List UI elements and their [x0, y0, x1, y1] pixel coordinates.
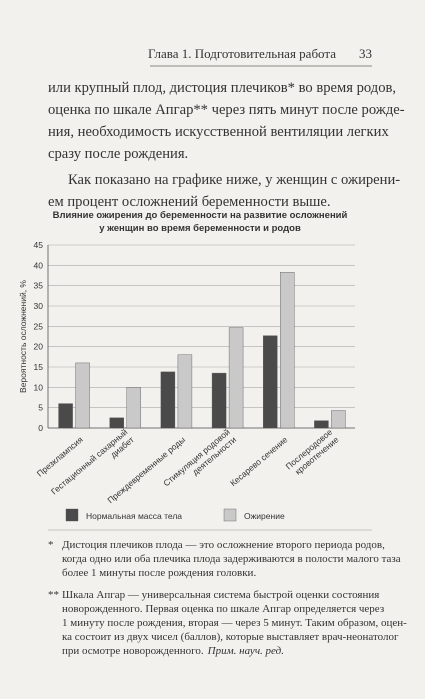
y-tick-label: 25 [34, 321, 44, 331]
y-tick-label: 15 [34, 362, 44, 372]
body-line: оценка по шкале Апгар** через пять минут… [48, 102, 405, 118]
bar [263, 335, 278, 429]
bar [160, 371, 176, 429]
footnote-line: более 1 минуты после рождения головки. [62, 567, 256, 579]
y-tick-label: 45 [34, 240, 44, 250]
footnote-mark: ** [48, 589, 59, 601]
bar [331, 410, 346, 429]
y-tick-label: 35 [34, 281, 44, 291]
footnote-line: 1 минуту после рождения, вторая — через … [62, 617, 407, 629]
bar [280, 272, 295, 429]
bar [126, 387, 141, 429]
y-tick-label: 40 [34, 260, 44, 270]
body-line: Как показано на графике ниже, у женщин с… [68, 172, 400, 188]
legend-label: Нормальная масса тела [86, 511, 182, 521]
y-tick-label: 0 [38, 423, 43, 433]
bar [58, 403, 73, 429]
y-tick-label: 10 [34, 382, 44, 392]
y-tick-label: 20 [34, 342, 44, 352]
chart-title: у женщин во время беременности и родов [99, 223, 301, 234]
bar [109, 417, 124, 429]
footnote-line: при осмотре новорожденного. [62, 645, 204, 657]
footnote-mark: * [48, 539, 54, 551]
legend-swatch [223, 508, 237, 522]
legend-label: Ожирение [244, 511, 285, 521]
footnote-line: новорожденного. Первая оценка по шкале А… [62, 603, 384, 615]
y-tick-label: 30 [34, 301, 44, 311]
y-tick-label: 5 [38, 403, 43, 413]
bar [177, 354, 193, 429]
footnote-line: Дистоция плечиков плода — это осложнение… [62, 539, 385, 551]
y-axis-label: Вероятность осложнений, % [18, 280, 28, 393]
body-line: ния, необходимость искусственной вентиля… [48, 124, 389, 140]
legend-swatch [65, 508, 79, 522]
bar [211, 372, 227, 429]
footnote-line: ка состоит из двух чисел (баллов), котор… [62, 631, 399, 643]
body-line: сразу после рождения. [48, 146, 188, 162]
body-line: ем процент осложнений беременности выше. [48, 194, 331, 210]
bar [75, 362, 90, 429]
footnote-line: когда одно или оба плечика плода задержи… [62, 553, 401, 565]
bar [228, 327, 244, 429]
body-line: или крупный плод, дистоция плечиков* во … [48, 80, 396, 96]
chapter-title: Глава 1. Подготовительная работа [148, 46, 336, 61]
page-number: 33 [359, 46, 372, 61]
bar [314, 420, 329, 429]
footnote-line: Шкала Апгар — универсальная система быст… [62, 589, 379, 601]
editor-note: Прим. науч. ред. [207, 645, 284, 657]
chart-title: Влияние ожирения до беременности на разв… [53, 210, 348, 221]
